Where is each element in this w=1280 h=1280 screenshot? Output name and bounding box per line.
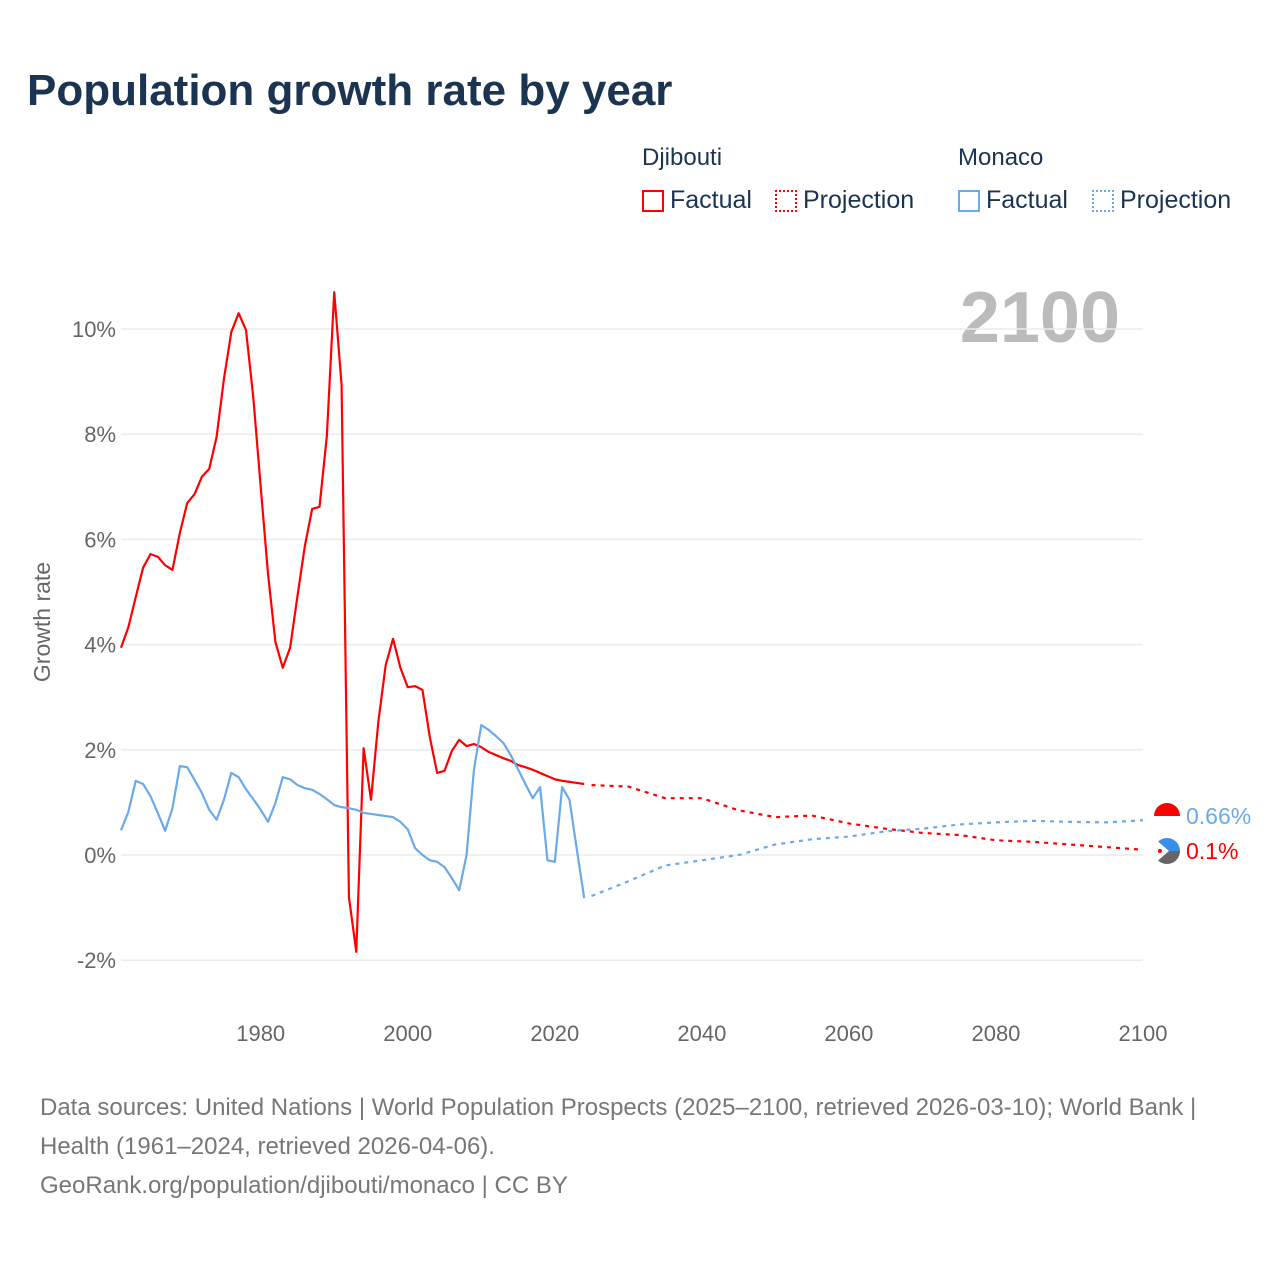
djibouti-factual-line xyxy=(119,291,585,953)
x-tick-label: 1980 xyxy=(236,1021,285,1046)
legend-label: Factual xyxy=(986,186,1068,214)
djibouti-end-label: 0.1% xyxy=(1186,838,1238,864)
x-tick-label: 2100 xyxy=(1119,1021,1168,1046)
legend-label: Projection xyxy=(803,186,915,214)
monaco-flag-icon xyxy=(1154,803,1180,829)
y-tick-label: 4% xyxy=(84,633,116,658)
y-axis-label: Growth rate xyxy=(29,562,55,682)
legend-swatch-solid xyxy=(642,189,664,212)
legend-swatch-dotted xyxy=(1092,189,1114,212)
flag-red xyxy=(1154,803,1180,816)
legend-label: Factual xyxy=(670,186,752,214)
credit[interactable]: GeoRank.org/population/djibouti/monaco |… xyxy=(40,1172,568,1199)
x-tick-label: 2080 xyxy=(971,1021,1020,1046)
legend-group-djibouti: Djibouti xyxy=(642,144,723,171)
y-tick-label: 8% xyxy=(84,422,116,447)
legend-djibouti-factual[interactable]: Factual xyxy=(642,186,752,215)
legend-group-monaco: Monaco xyxy=(958,144,1044,171)
x-tick-label: 2020 xyxy=(530,1021,579,1046)
y-tick-label: 2% xyxy=(84,738,116,763)
legend-monaco-projection[interactable]: Projection xyxy=(1092,186,1231,215)
legend-label: Projection xyxy=(1120,186,1232,214)
legend-djibouti-projection[interactable]: Projection xyxy=(775,186,914,215)
monaco-factual-line xyxy=(119,723,586,899)
plot-area: 2100 Growth rate -2% 0% 2% 4% 6% 8% 10% 1980 200… xyxy=(29,278,1251,1046)
flag-white xyxy=(1154,816,1180,829)
year-display: 2100 xyxy=(960,278,1120,358)
footer: Data sources: United Nations | World Pop… xyxy=(40,1088,1240,1205)
legend-swatch-dotted xyxy=(775,189,797,212)
legend-monaco-factual[interactable]: Factual xyxy=(958,186,1068,215)
x-tick-label: 2040 xyxy=(677,1021,726,1046)
djibouti-projection-line xyxy=(591,783,1144,851)
x-tick-label: 2000 xyxy=(383,1021,432,1046)
x-tick-label: 2060 xyxy=(824,1021,873,1046)
y-tick-label: 10% xyxy=(72,317,116,342)
y-tick-label: 0% xyxy=(84,843,116,868)
monaco-projection-line xyxy=(591,819,1144,898)
page-title: Population growth rate by year xyxy=(27,66,673,115)
data-sources: Data sources: United Nations | World Pop… xyxy=(40,1094,1197,1160)
legend-swatch-solid xyxy=(958,189,980,212)
y-tick-label: -2% xyxy=(77,948,116,973)
flag-star xyxy=(1158,849,1162,853)
djibouti-flag-icon xyxy=(1154,838,1180,864)
monaco-end-label: 0.66% xyxy=(1186,803,1251,829)
y-tick-label: 6% xyxy=(84,527,116,552)
